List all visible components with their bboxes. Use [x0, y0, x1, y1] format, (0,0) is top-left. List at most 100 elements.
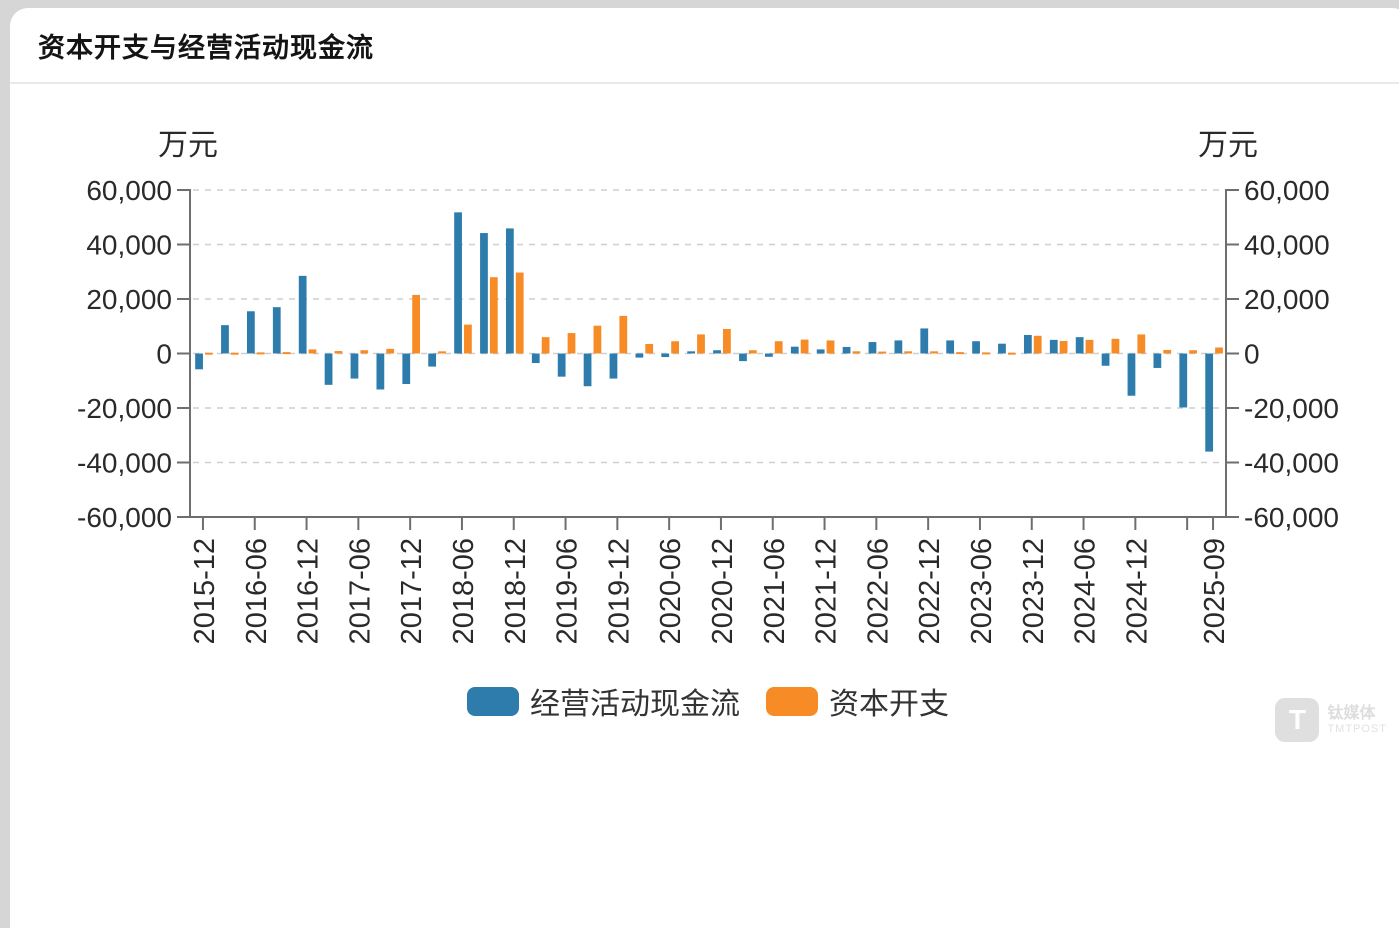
legend-item-operating-cash-flow[interactable]: 经营活动现金流 — [467, 679, 740, 723]
bar-capex-2021-06[interactable] — [774, 341, 783, 354]
bar-operating-cash-flow-2023-12[interactable] — [1023, 334, 1032, 354]
bar-capex-2022-12[interactable] — [930, 351, 938, 354]
bar-operating-cash-flow-2020-12[interactable] — [713, 350, 721, 354]
x-tick-label-2021-06: 2021-06 — [759, 538, 791, 644]
bar-capex-2019-09[interactable] — [593, 325, 602, 354]
x-tick-label-2016-12: 2016-12 — [293, 538, 325, 644]
bar-operating-cash-flow-2016-03[interactable] — [221, 325, 229, 354]
bar-capex-2017-09[interactable] — [386, 348, 395, 354]
bar-capex-2016-03[interactable] — [230, 352, 239, 355]
bar-operating-cash-flow-2015-12[interactable] — [195, 353, 203, 370]
y-tick-label-right: 0 — [1244, 339, 1260, 370]
bar-capex-2022-09[interactable] — [904, 351, 913, 354]
bar-operating-cash-flow-2024-03[interactable] — [1049, 339, 1058, 354]
bar-operating-cash-flow-2018-03[interactable] — [428, 353, 437, 367]
bar-operating-cash-flow-2022-06[interactable] — [868, 342, 877, 354]
bar-operating-cash-flow-2019-09[interactable] — [583, 353, 592, 387]
bar-operating-cash-flow-2025-06[interactable] — [1179, 353, 1188, 408]
bar-operating-cash-flow-2019-12[interactable] — [609, 353, 618, 379]
bar-operating-cash-flow-2021-12[interactable] — [816, 349, 825, 354]
y-tick-label-left: 40,000 — [86, 230, 172, 261]
bar-operating-cash-flow-2017-06[interactable] — [350, 353, 359, 379]
bar-operating-cash-flow-2023-06[interactable] — [972, 341, 980, 354]
bar-capex-2023-03[interactable] — [956, 352, 964, 355]
bar-capex-2023-06[interactable] — [982, 352, 990, 355]
bar-capex-2017-03[interactable] — [334, 351, 343, 354]
y-axis-unit-left: 万元 — [158, 129, 218, 162]
bar-capex-2024-03[interactable] — [1059, 340, 1068, 354]
bar-capex-2020-12[interactable] — [723, 328, 731, 354]
bar-capex-2022-06[interactable] — [878, 351, 887, 354]
x-tick-label-2019-12: 2019-12 — [603, 538, 635, 644]
bar-operating-cash-flow-2024-12[interactable] — [1127, 353, 1136, 396]
bar-capex-2019-12[interactable] — [619, 315, 628, 354]
bar-operating-cash-flow-2020-03[interactable] — [635, 353, 644, 358]
bar-capex-2019-06[interactable] — [567, 333, 576, 354]
bar-capex-2021-12[interactable] — [826, 340, 835, 354]
bar-operating-cash-flow-2022-09[interactable] — [894, 340, 903, 354]
bar-capex-2022-03[interactable] — [852, 351, 861, 354]
bar-capex-2018-06[interactable] — [464, 324, 472, 354]
bar-operating-cash-flow-2023-03[interactable] — [946, 340, 955, 354]
bar-operating-cash-flow-2022-03[interactable] — [842, 346, 851, 354]
bar-capex-2025-06[interactable] — [1189, 350, 1197, 354]
bar-operating-cash-flow-2020-09[interactable] — [687, 351, 696, 354]
bar-capex-2020-09[interactable] — [697, 334, 705, 354]
bar-capex-2023-12[interactable] — [1033, 335, 1042, 354]
bar-capex-2018-12[interactable] — [515, 272, 524, 354]
bar-operating-cash-flow-2017-03[interactable] — [324, 353, 333, 385]
bar-capex-2017-06[interactable] — [360, 350, 369, 354]
bar-capex-2016-06[interactable] — [256, 352, 265, 355]
bar-operating-cash-flow-2016-12[interactable] — [298, 275, 307, 354]
bar-capex-2021-03[interactable] — [748, 350, 757, 354]
legend-swatch-orange — [766, 686, 818, 716]
bar-operating-cash-flow-2019-03[interactable] — [531, 353, 540, 364]
bar-capex-2024-09[interactable] — [1111, 338, 1120, 354]
y-tick-label-right: -60,000 — [1244, 502, 1339, 533]
x-tick-label-2020-12: 2020-12 — [707, 538, 739, 644]
watermark-initial: T — [1288, 704, 1306, 735]
bar-capex-2025-09[interactable] — [1215, 347, 1223, 354]
bar-operating-cash-flow-2024-06[interactable] — [1075, 337, 1084, 354]
bar-capex-2016-09[interactable] — [282, 352, 291, 355]
bar-operating-cash-flow-2021-03[interactable] — [739, 353, 747, 362]
bar-capex-2018-09[interactable] — [489, 277, 498, 354]
watermark-text: 钛媒体 TMTPOST — [1327, 705, 1387, 735]
x-tick-label-2017-06: 2017-06 — [344, 538, 376, 644]
bar-operating-cash-flow-2025-09[interactable] — [1205, 353, 1214, 452]
x-tick-label-2017-12: 2017-12 — [396, 538, 428, 644]
bar-operating-cash-flow-2017-09[interactable] — [376, 353, 385, 390]
bar-operating-cash-flow-2017-12[interactable] — [402, 353, 411, 385]
legend-swatch-blue — [467, 686, 519, 716]
bar-operating-cash-flow-2021-06[interactable] — [764, 353, 773, 357]
bar-capex-2016-12[interactable] — [308, 349, 317, 354]
bar-capex-2024-06[interactable] — [1085, 339, 1094, 354]
bar-operating-cash-flow-2018-09[interactable] — [480, 233, 488, 354]
bar-operating-cash-flow-2018-06[interactable] — [454, 212, 462, 354]
bar-capex-2020-03[interactable] — [645, 343, 654, 354]
bar-operating-cash-flow-2018-12[interactable] — [505, 228, 514, 354]
bar-capex-2018-03[interactable] — [438, 351, 446, 354]
bar-operating-cash-flow-2023-09[interactable] — [998, 343, 1006, 354]
y-tick-label-left: 60,000 — [86, 175, 172, 206]
bar-operating-cash-flow-2022-12[interactable] — [920, 328, 929, 354]
bar-operating-cash-flow-2024-09[interactable] — [1101, 353, 1110, 366]
x-tick-label-2025-09: 2025-09 — [1199, 538, 1231, 644]
bar-capex-2025-03[interactable] — [1163, 349, 1172, 354]
bar-capex-2017-12[interactable] — [412, 294, 420, 354]
bar-operating-cash-flow-2025-03[interactable] — [1153, 353, 1162, 368]
bar-capex-2023-09[interactable] — [1007, 352, 1016, 355]
bar-operating-cash-flow-2019-06[interactable] — [557, 353, 566, 377]
bar-capex-2020-06[interactable] — [671, 341, 679, 354]
bar-capex-2019-03[interactable] — [541, 337, 550, 354]
y-tick-label-left: -60,000 — [77, 502, 172, 533]
legend-item-capex[interactable]: 资本开支 — [766, 679, 949, 723]
bar-operating-cash-flow-2020-06[interactable] — [661, 353, 670, 358]
bar-operating-cash-flow-2016-09[interactable] — [272, 307, 281, 354]
bar-operating-cash-flow-2021-09[interactable] — [790, 346, 799, 354]
bar-capex-2021-09[interactable] — [800, 339, 809, 354]
y-axis-unit-right: 万元 — [1198, 129, 1258, 162]
bar-capex-2024-12[interactable] — [1137, 334, 1146, 354]
bar-capex-2015-12[interactable] — [205, 352, 213, 355]
bar-operating-cash-flow-2016-06[interactable] — [246, 311, 255, 354]
